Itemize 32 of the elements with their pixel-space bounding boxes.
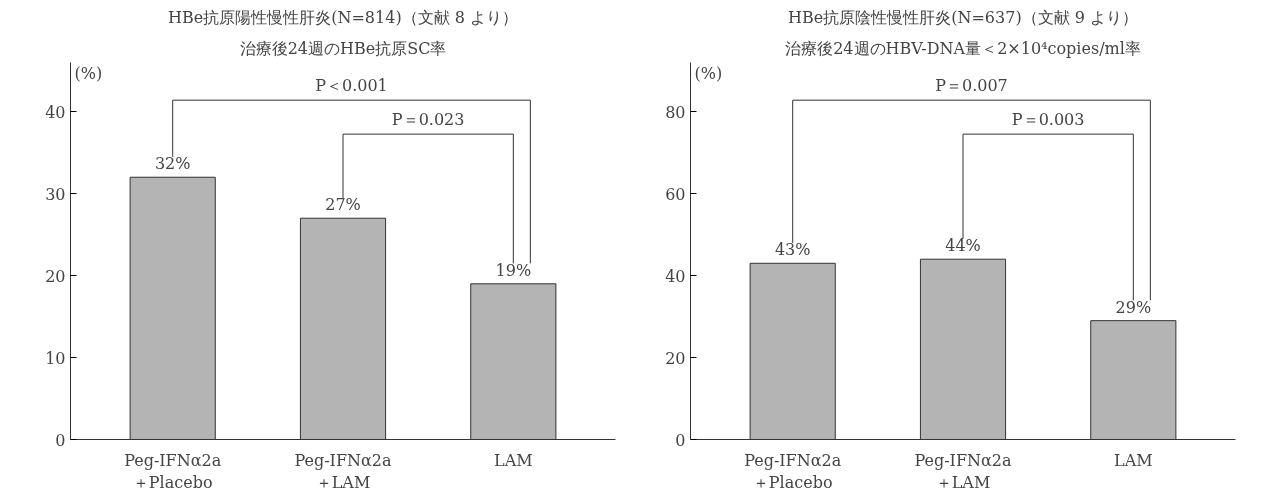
chart-title: HBe抗原陰性慢性肝炎(N=637)（文献 9 より） bbox=[788, 7, 1138, 27]
y-tick-label: 30 bbox=[45, 184, 66, 204]
chart-subtitle: 治療後24週のHBe抗原SC率 bbox=[239, 38, 447, 58]
annotation: P＝0.007 bbox=[935, 76, 1008, 96]
data-label: 43% bbox=[774, 240, 811, 260]
x-tick-label: LAM bbox=[494, 450, 533, 470]
annotation: P＝0.023 bbox=[391, 110, 465, 130]
x-tick-label: LAM bbox=[1114, 450, 1153, 470]
y-tick-label: 60 bbox=[665, 184, 686, 204]
data-label: 44% bbox=[945, 236, 981, 256]
x-tick-label: Peg-IFNα2a ＋LAM bbox=[914, 450, 1013, 493]
y-tick-label: 80 bbox=[665, 102, 686, 122]
y-tick-label: 20 bbox=[665, 348, 686, 368]
chart-title: HBe抗原陽性慢性肝炎(N=814)（文献 8 より） bbox=[168, 7, 518, 27]
x-tick-label: Peg-IFNα2a ＋Placebo bbox=[744, 450, 842, 493]
y-tick-label: 0 bbox=[55, 430, 66, 450]
x-tick-label: Peg-IFNα2a ＋LAM bbox=[294, 450, 393, 493]
annotation: P＜0.001 bbox=[315, 76, 388, 96]
y-tick-label: 10 bbox=[45, 348, 66, 368]
x-tick-label: Peg-IFNα2a ＋Placebo bbox=[124, 450, 222, 493]
y-axis-title: (%) bbox=[74, 63, 103, 83]
data-label: 27% bbox=[325, 195, 361, 215]
annotation: P＝0.003 bbox=[1011, 110, 1085, 130]
data-label: 32% bbox=[154, 154, 191, 174]
data-label: 29% bbox=[1115, 297, 1152, 317]
y-tick-label: 40 bbox=[665, 266, 686, 286]
y-tick-label: 0 bbox=[675, 430, 686, 450]
chart-subtitle: 治療後24週のHBV-DNA量＜2×10⁴copies/ml率 bbox=[785, 38, 1141, 58]
y-tick-label: 20 bbox=[45, 266, 66, 286]
y-tick-label: 40 bbox=[45, 102, 66, 122]
y-axis-title: (%) bbox=[694, 63, 723, 83]
data-label: 19% bbox=[495, 260, 532, 280]
